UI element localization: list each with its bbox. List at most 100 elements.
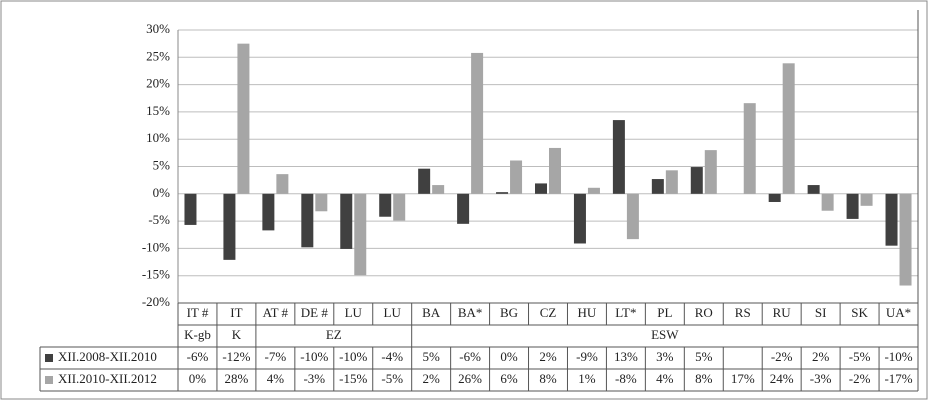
value-label: 4% xyxy=(267,371,285,386)
bar xyxy=(354,193,367,276)
x-tick-label: HU xyxy=(578,305,597,320)
value-label: -2% xyxy=(771,349,793,364)
bar xyxy=(471,52,484,194)
x-tick-label: LT* xyxy=(615,305,636,320)
x-tick-label: UA* xyxy=(886,305,911,320)
x-tick-label: SK xyxy=(851,305,868,320)
value-label: -10% xyxy=(339,349,367,364)
bar xyxy=(587,187,600,194)
bar xyxy=(665,170,678,194)
bar xyxy=(301,193,314,248)
y-tick-label: -20% xyxy=(142,294,170,309)
value-label: 1% xyxy=(578,371,596,386)
bar xyxy=(315,193,328,212)
x-tick-label: DE # xyxy=(301,305,329,320)
x-tick-label: RS xyxy=(735,305,751,320)
value-label: 17% xyxy=(731,371,755,386)
bar xyxy=(237,43,250,194)
x-tick-label: SI xyxy=(815,305,827,320)
value-label: -15% xyxy=(339,371,367,386)
value-label: -5% xyxy=(849,349,871,364)
group-label: K-gb xyxy=(184,327,211,342)
legend-label: XII.2010-XII.2012 xyxy=(58,371,157,386)
value-label: -17% xyxy=(884,371,912,386)
value-label: -10% xyxy=(884,349,912,364)
y-tick-label: 25% xyxy=(146,48,170,63)
value-label: 2% xyxy=(422,371,440,386)
group-label: ESW xyxy=(651,327,679,342)
x-tick-label: PL xyxy=(657,305,672,320)
bar xyxy=(651,179,664,194)
bar xyxy=(535,183,547,194)
value-label: -6% xyxy=(187,349,209,364)
legend-swatch xyxy=(45,354,53,362)
x-tick-label: LU xyxy=(384,305,402,320)
value-label: 2% xyxy=(812,349,830,364)
y-tick-label: 10% xyxy=(146,130,170,145)
bar xyxy=(393,193,406,221)
bar xyxy=(846,193,859,219)
bar xyxy=(768,193,781,202)
value-label: -4% xyxy=(381,349,403,364)
bar xyxy=(340,193,353,249)
bar xyxy=(379,193,392,217)
bar xyxy=(743,103,756,194)
group-label: EZ xyxy=(326,327,342,342)
x-tick-label: IT xyxy=(230,305,242,320)
value-label: 8% xyxy=(539,371,557,386)
bar xyxy=(549,147,561,194)
bar xyxy=(432,185,445,194)
bar xyxy=(418,168,431,194)
bar xyxy=(184,193,197,225)
bar xyxy=(690,167,703,194)
value-label: -10% xyxy=(300,349,328,364)
y-tick-label: -15% xyxy=(142,267,170,282)
group-label: K xyxy=(232,327,242,342)
value-label: -12% xyxy=(222,349,250,364)
value-label: -3% xyxy=(810,371,832,386)
bar xyxy=(573,193,586,244)
y-tick-label: 5% xyxy=(153,157,171,172)
value-label: 2% xyxy=(539,349,557,364)
bar xyxy=(821,193,834,211)
bar xyxy=(807,185,820,194)
x-tick-label: IT # xyxy=(187,305,209,320)
value-label: -8% xyxy=(615,371,637,386)
bar xyxy=(457,193,470,224)
legend-label: XII.2008-XII.2010 xyxy=(58,349,157,364)
value-label: 5% xyxy=(422,349,440,364)
bar xyxy=(626,193,639,240)
y-tick-label: 20% xyxy=(146,76,170,91)
value-label: 26% xyxy=(458,371,482,386)
value-label: 0% xyxy=(189,371,207,386)
value-label: -9% xyxy=(576,349,598,364)
value-label: -3% xyxy=(303,371,325,386)
x-tick-label: LU xyxy=(345,305,363,320)
x-tick-label: RU xyxy=(773,305,792,320)
bar xyxy=(899,193,912,286)
bar xyxy=(860,193,873,206)
bar xyxy=(704,150,717,194)
bar xyxy=(223,193,236,260)
value-label: 0% xyxy=(500,349,518,364)
legend-swatch xyxy=(45,376,53,384)
y-tick-label: -10% xyxy=(142,239,170,254)
value-label: -6% xyxy=(459,349,481,364)
bar xyxy=(612,120,625,194)
value-label: 8% xyxy=(695,371,713,386)
bar xyxy=(276,174,289,194)
bar xyxy=(496,192,509,194)
y-tick-label: -5% xyxy=(148,212,170,227)
x-tick-label: BA xyxy=(422,305,441,320)
bar xyxy=(782,63,795,194)
value-label: 4% xyxy=(656,371,674,386)
value-label: -5% xyxy=(381,371,403,386)
x-tick-label: CZ xyxy=(540,305,557,320)
value-label: 28% xyxy=(224,371,248,386)
x-tick-label: AT # xyxy=(263,305,289,320)
value-label: 6% xyxy=(500,371,518,386)
value-label: 24% xyxy=(770,371,794,386)
bar xyxy=(885,193,898,246)
x-tick-label: RO xyxy=(695,305,713,320)
